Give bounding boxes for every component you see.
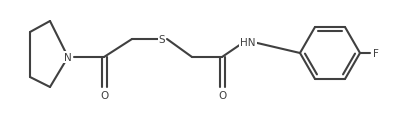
Text: HN: HN bbox=[240, 38, 256, 48]
Text: O: O bbox=[218, 90, 226, 100]
Text: S: S bbox=[159, 35, 165, 45]
Text: F: F bbox=[373, 49, 379, 59]
Text: O: O bbox=[100, 90, 108, 100]
Text: N: N bbox=[64, 53, 72, 62]
